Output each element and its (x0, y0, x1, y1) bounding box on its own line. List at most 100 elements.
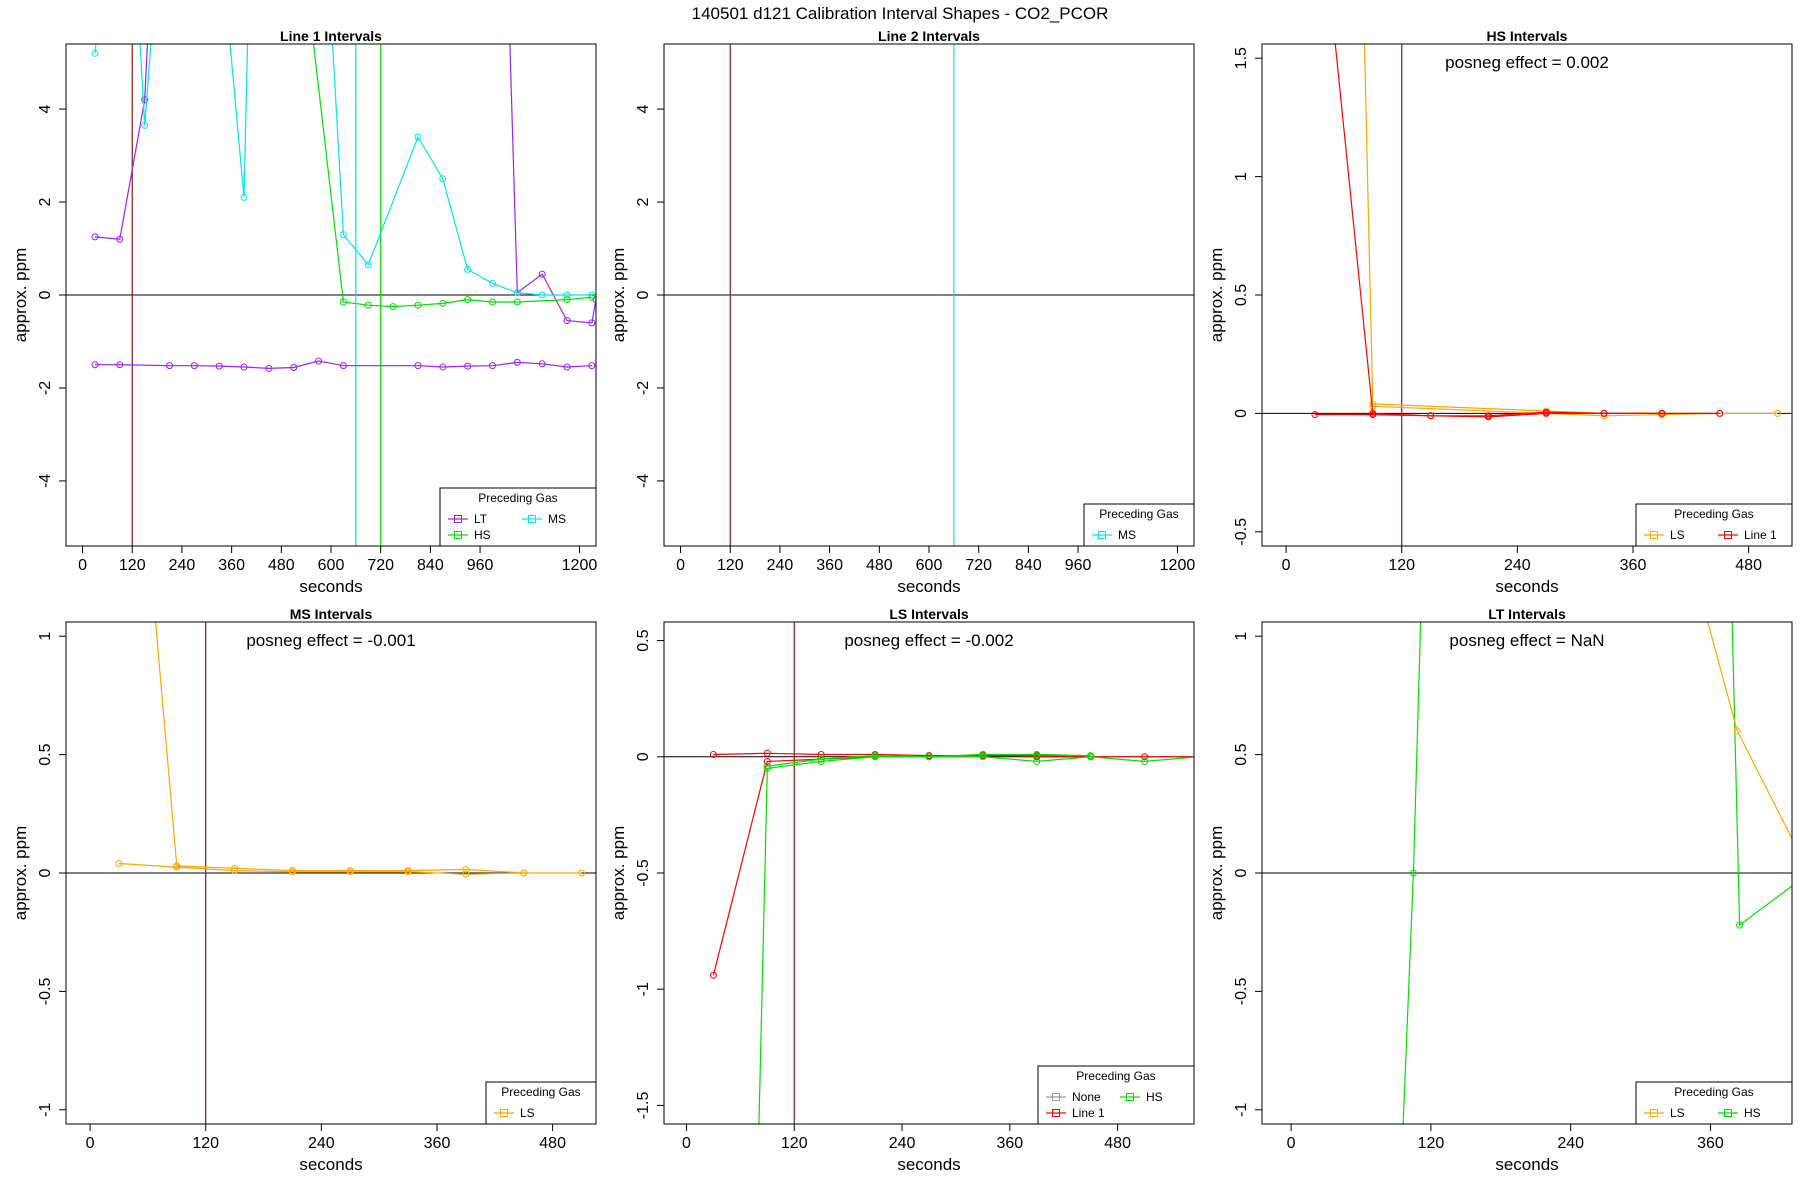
data-point (150, 586, 156, 592)
data-point (1542, 409, 1550, 417)
data-point (588, 362, 596, 370)
y-tick-label: 0.5 (37, 743, 54, 765)
legend-label: LT (474, 512, 488, 526)
legend-label: LS (1670, 1106, 1685, 1120)
x-tick-label: 360 (424, 1135, 451, 1152)
plot-area (66, 586, 596, 1124)
y-tick-label: -1.5 (635, 1092, 652, 1120)
series-line-lt (509, 44, 596, 324)
data-point (231, 867, 239, 875)
data-point (288, 868, 296, 876)
legend: Preceding Gas MS (1083, 503, 1195, 547)
x-axis-label: seconds (1495, 1155, 1558, 1174)
data-point (439, 299, 447, 307)
data-point (339, 298, 347, 306)
series-line-hs (758, 756, 1194, 1124)
x-tick-label: 360 (1697, 1135, 1724, 1152)
data-point (563, 317, 571, 325)
plot-area (1262, 44, 1792, 546)
x-tick-label: 240 (767, 557, 794, 574)
y-tick-label: 0 (635, 290, 652, 299)
data-point (215, 362, 223, 370)
data-point (538, 360, 546, 368)
y-tick-label: -4 (635, 474, 652, 488)
x-tick-label: 480 (1735, 557, 1762, 574)
legend-title: Preceding Gas (1076, 1069, 1155, 1083)
data-point (307, 13, 313, 19)
series-line-ls (154, 622, 582, 874)
y-tick-label: 0 (37, 868, 54, 877)
data-point (979, 753, 987, 761)
series-line-lt (95, 360, 592, 370)
data-point (1399, 1154, 1405, 1160)
series-line-ms (94, 44, 97, 54)
chart-title: HS Intervals (1487, 28, 1568, 44)
chart-title: Line 1 Intervals (280, 28, 382, 44)
legend-marker (500, 1109, 508, 1117)
x-tick-label: 720 (965, 557, 992, 574)
data-point (141, 96, 149, 104)
legend-title: Preceding Gas (501, 1085, 580, 1099)
series-line-hs (767, 753, 1091, 767)
legend-title: Preceding Gas (1099, 507, 1178, 521)
y-tick-label: 0.5 (635, 629, 652, 651)
y-tick-label: 1 (1233, 172, 1250, 181)
legend-marker (1724, 531, 1732, 539)
plot-frame (65, 43, 597, 547)
data-point (1409, 869, 1417, 877)
data-point (135, 13, 141, 19)
posneg-annotation: posneg effect = -0.001 (246, 631, 415, 650)
legend-marker (1052, 1093, 1060, 1101)
y-tick-label: -0.5 (635, 859, 652, 887)
y-tick-label: 0.5 (1233, 284, 1250, 306)
chart-title: MS Intervals (290, 606, 373, 622)
data-point (1600, 412, 1608, 420)
data-point (328, 13, 334, 19)
data-point (91, 233, 99, 241)
data-point (414, 301, 422, 309)
x-tick-label: 840 (1015, 557, 1042, 574)
x-tick-label: 120 (781, 1135, 808, 1152)
data-point (563, 363, 571, 371)
x-tick-label: 600 (318, 557, 345, 574)
data-point (462, 870, 470, 878)
legend: Preceding Gas LT MS HS (439, 487, 597, 547)
data-point (166, 362, 174, 370)
data-point (1369, 411, 1377, 419)
legend: Preceding Gas None HS Line 1 (1037, 1065, 1195, 1125)
plot-frame (65, 621, 597, 1125)
y-axis-label: approx. ppm (609, 248, 628, 343)
data-point (1419, 586, 1425, 592)
data-point (245, 13, 251, 19)
y-tick-label: -0.5 (1233, 518, 1250, 546)
data-point (755, 1149, 761, 1155)
chart-panel-5: LS Intervals 0 120 240 360 480 -1.5 -1 -0.5 0 0.5 s… (609, 606, 1195, 1174)
data-point (1728, 586, 1734, 592)
data-point (1141, 757, 1149, 765)
x-tick-label: 720 (367, 557, 394, 574)
legend-label: MS (1118, 528, 1136, 542)
x-tick-label: 240 (889, 1135, 916, 1152)
x-tick-label: 0 (1282, 557, 1291, 574)
x-tick-label: 480 (539, 1135, 566, 1152)
data-point (763, 749, 771, 757)
legend-label: LS (520, 1106, 535, 1120)
x-tick-label: 840 (417, 557, 444, 574)
data-point (925, 753, 933, 761)
data-point (520, 869, 528, 877)
y-tick-label: 1.5 (1233, 47, 1250, 69)
data-point (588, 291, 596, 299)
data-point (538, 291, 546, 299)
legend-marker (528, 515, 536, 523)
data-point (173, 863, 181, 871)
data-point (979, 750, 987, 758)
y-axis-label: approx. ppm (609, 826, 628, 921)
x-tick-label: 1200 (562, 557, 598, 574)
plot-frame (1261, 621, 1793, 1125)
x-tick-label: 1200 (1160, 557, 1196, 574)
x-tick-label: 120 (1388, 557, 1415, 574)
y-axis-label: approx. ppm (11, 248, 30, 343)
series-line-line-1 (1315, 412, 1662, 418)
main-title: 140501 d121 Calibration Interval Shapes … (692, 4, 1109, 23)
y-tick-label: -2 (635, 381, 652, 395)
